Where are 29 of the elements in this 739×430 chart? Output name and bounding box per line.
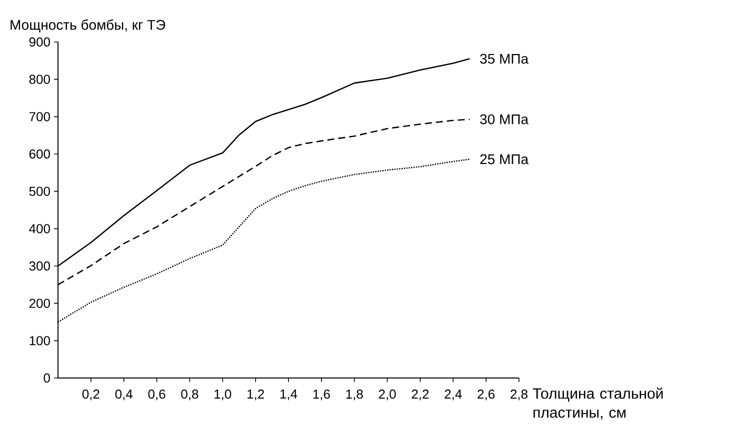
- x-tick-label: 2,2: [412, 390, 429, 400]
- x-tick-label: 2,6: [478, 390, 495, 400]
- series-label: 25 МПа: [480, 154, 529, 164]
- x-tick-label: 0,2: [82, 390, 100, 400]
- series-label: 35 МПа: [480, 54, 529, 64]
- y-tick-label: 800: [29, 74, 50, 84]
- x-tick-label: 0,8: [181, 390, 198, 400]
- x-tick-label: 2,4: [444, 390, 462, 400]
- x-tick-label: 0,6: [148, 390, 166, 400]
- y-tick-label: 900: [29, 37, 50, 47]
- x-axis-title: Толщина стальной пластины, см: [532, 388, 663, 420]
- x-tick-label: 1,6: [313, 390, 330, 400]
- y-axis-title: Мощность бомбы, кг ТЭ: [10, 19, 166, 32]
- y-tick-label: 400: [29, 224, 50, 234]
- x-tick-label: 0,4: [115, 390, 133, 400]
- x-tick-label: 1,4: [280, 390, 298, 400]
- series-label: 30 МПа: [480, 114, 529, 124]
- x-tick-label: 1,0: [214, 390, 232, 400]
- y-tick-label: 100: [30, 336, 50, 346]
- x-tick-label: 2,8: [510, 390, 528, 400]
- x-tick-label: 1,8: [346, 390, 363, 400]
- y-tick-label: 0: [44, 373, 50, 383]
- y-tick-label: 300: [29, 261, 50, 271]
- x-tick-label: 1,2: [248, 390, 264, 400]
- y-tick-label: 200: [29, 298, 50, 308]
- y-tick-label: 600: [29, 149, 50, 159]
- y-tick-label: 700: [29, 112, 50, 122]
- x-tick-label: 2,0: [378, 390, 396, 400]
- y-tick-label: 500: [29, 186, 50, 196]
